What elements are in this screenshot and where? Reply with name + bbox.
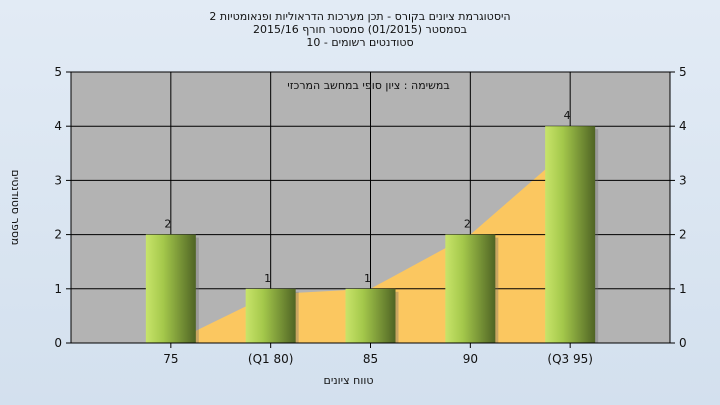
x-axis-title: טווח ציונים	[324, 374, 374, 387]
y-tick-label: 3	[54, 173, 62, 187]
bar	[245, 288, 296, 343]
bar-data-label: 2	[464, 218, 471, 231]
x-tick-label: 90	[463, 352, 478, 366]
y-axis-title: מספר סטודנטים	[9, 170, 22, 246]
bar	[445, 234, 496, 343]
y-tick-label-right: 1	[679, 282, 687, 296]
x-tick-label: (Q1 80)	[248, 352, 294, 366]
chart-subtitle-count: סטודנטים רשומים - 10	[306, 36, 414, 49]
y-tick-label-right: 0	[679, 336, 687, 350]
y-tick-label: 2	[54, 228, 62, 242]
chart-title-block: היסטוגרמת ציונים בקורס - תכן מערכות הדרא…	[0, 10, 720, 49]
bar-data-label: 4	[564, 109, 571, 122]
y-tick-label-right: 2	[679, 228, 687, 242]
y-tick-label-right: 5	[679, 65, 687, 79]
y-tick-label: 0	[54, 336, 62, 350]
bar	[545, 126, 596, 343]
x-tick-label: 85	[363, 352, 378, 366]
chart-annotation: במשימה : ציון סופי במחשב המרכזי	[287, 79, 450, 92]
x-tick-label: 75	[163, 352, 178, 366]
y-tick-label: 1	[54, 282, 62, 296]
y-tick-label: 5	[54, 65, 62, 79]
bar	[145, 234, 196, 343]
x-tick-label: (Q3 95)	[547, 352, 593, 366]
bar-data-label: 1	[364, 272, 371, 285]
y-tick-label-right: 4	[679, 119, 687, 133]
y-tick-label: 4	[54, 119, 62, 133]
chart-subtitle: בסמסטר (01/2015) סמסטר חורף 2015/16	[253, 23, 467, 36]
y-tick-label-right: 3	[679, 173, 687, 187]
bar-data-label: 1	[264, 272, 271, 285]
chart-title: היסטוגרמת ציונים בקורס - תכן מערכות הדרא…	[209, 10, 511, 23]
bar-data-label: 2	[164, 218, 171, 231]
bar	[345, 288, 396, 343]
